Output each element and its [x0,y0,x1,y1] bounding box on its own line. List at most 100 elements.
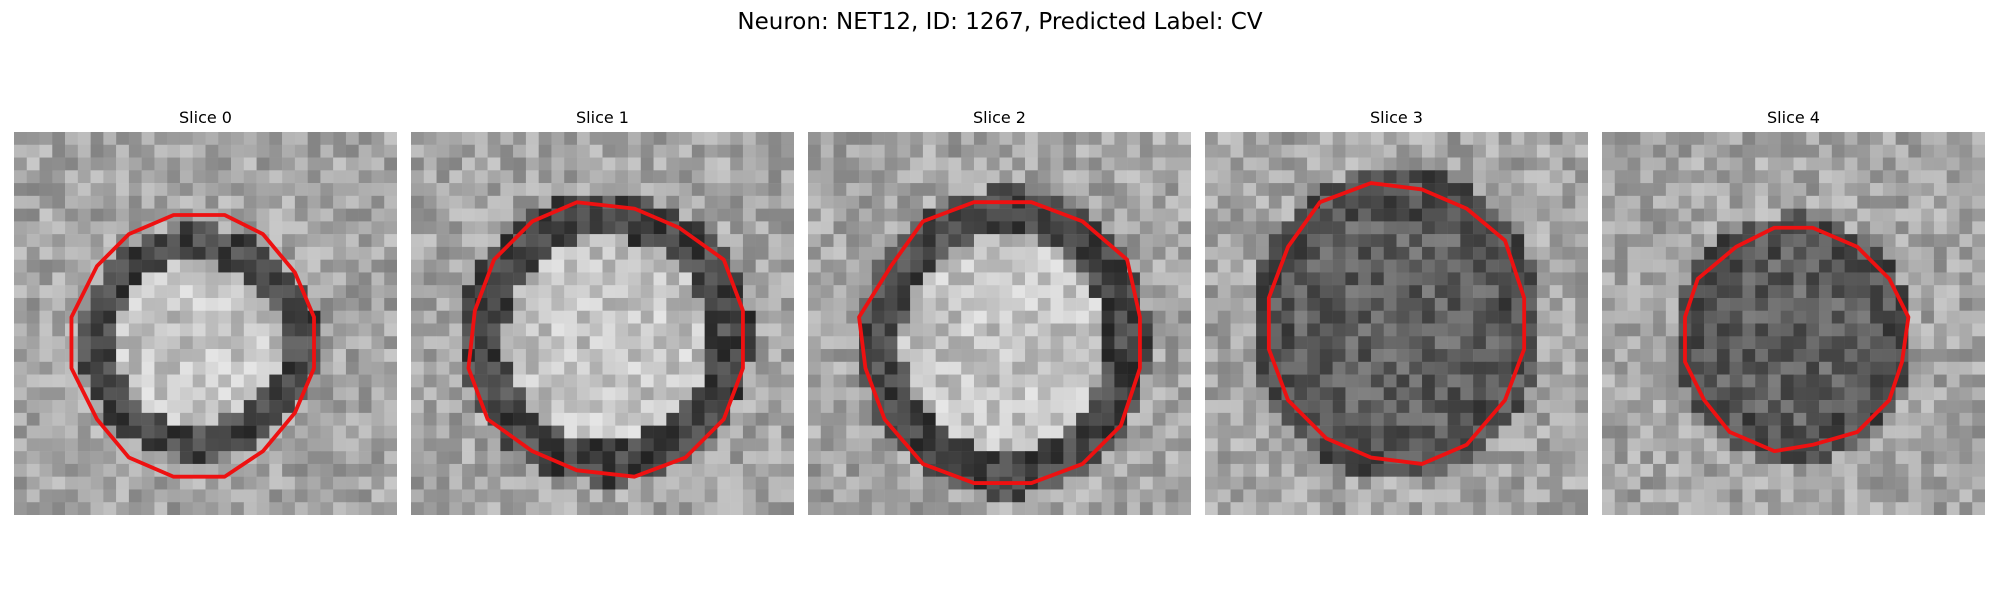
pixel [1205,310,1219,324]
pixel [602,387,616,401]
pixel [859,489,873,503]
pixel [640,259,654,273]
pixel [808,400,822,414]
pixel [999,246,1013,260]
pixel [525,132,539,146]
pixel [679,438,693,452]
pixel [1678,425,1692,439]
pixel [1806,272,1820,286]
pixel [999,463,1013,477]
pixel [1767,310,1781,324]
pixel [999,387,1013,401]
pixel [1409,157,1423,171]
pixel [371,412,385,426]
pixel [1422,489,1436,503]
pixel [1742,195,1756,209]
pixel [1959,323,1973,337]
pixel [1806,400,1820,414]
pixel [679,170,693,184]
pixel [564,272,578,286]
pixel [307,221,321,235]
pixel [551,387,565,401]
pixel [1691,157,1705,171]
pixel [704,374,718,388]
pixel [589,387,603,401]
pixel [1678,502,1692,515]
pixel [500,463,514,477]
pixel [948,310,962,324]
pixel [781,425,794,439]
pixel [1178,132,1191,146]
pixel [1332,170,1346,184]
pixel [1627,285,1641,299]
pixel [294,157,308,171]
pixel [411,323,425,337]
pixel [65,221,79,235]
pixel [384,438,397,452]
pixel [1716,297,1730,311]
pixel [90,476,104,490]
pixel [551,195,565,209]
pixel [1256,489,1270,503]
pixel [487,272,501,286]
pixel [1959,246,1973,260]
pixel [755,336,769,350]
pixel [1139,502,1153,515]
pixel [1165,336,1179,350]
pixel [717,502,731,515]
pixel [26,336,40,350]
pixel [1959,272,1973,286]
pixel [1230,144,1244,158]
pixel [768,310,782,324]
pixel [1921,157,1935,171]
pixel [179,438,193,452]
pixel [1755,132,1769,146]
pixel [243,297,257,311]
pixel [1217,412,1231,426]
pixel [564,234,578,248]
pixel [1076,336,1090,350]
pixel [1844,361,1858,375]
pixel [1831,361,1845,375]
pixel [462,476,476,490]
pixel [1319,297,1333,311]
pixel [1665,170,1679,184]
pixel [77,476,91,490]
pixel [1819,451,1833,465]
pixel [205,234,219,248]
pixel [1959,221,1973,235]
pixel [1230,170,1244,184]
pixel [1562,221,1576,235]
pixel [973,361,987,375]
pixel [1139,489,1153,503]
pixel [103,183,117,197]
pixel [1742,387,1756,401]
pixel [820,336,834,350]
pixel [564,157,578,171]
pixel [1383,361,1397,375]
pixel [500,208,514,222]
pixel [269,259,283,273]
pixel [52,272,66,286]
pixel [1370,144,1384,158]
pixel [1422,323,1436,337]
pixel [1844,476,1858,490]
pixel [371,246,385,260]
pixel [77,183,91,197]
pixel [910,310,924,324]
pixel [513,246,527,260]
pixel [103,208,117,222]
pixel [717,170,731,184]
pixel [1205,425,1219,439]
pixel [39,323,53,337]
pixel [487,502,501,515]
pixel [1602,451,1616,465]
pixel [358,349,372,363]
pixel [179,297,193,311]
pixel [820,374,834,388]
pixel [1908,349,1922,363]
pixel [333,387,347,401]
pixel [1447,157,1461,171]
pixel [1383,170,1397,184]
pixel [1895,476,1909,490]
